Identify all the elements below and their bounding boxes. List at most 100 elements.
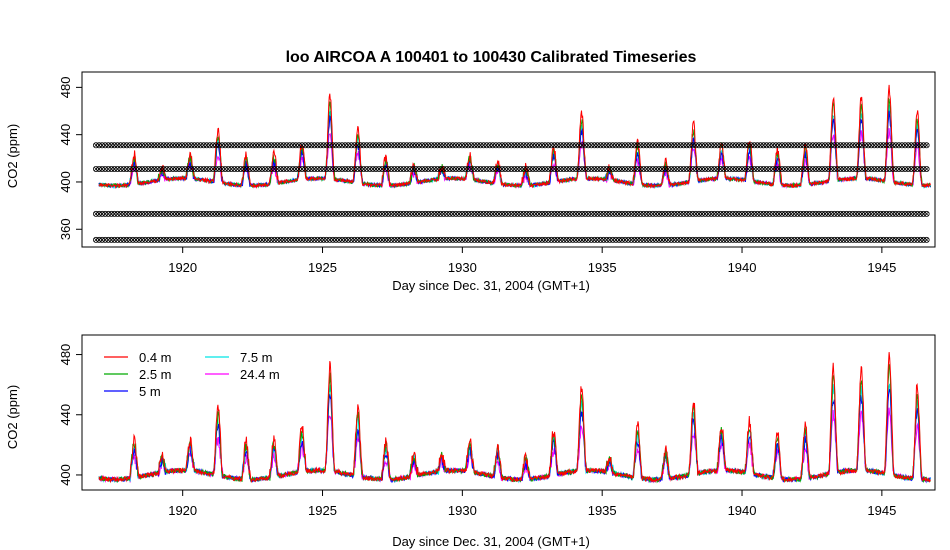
reference-marker <box>320 236 327 243</box>
reference-marker <box>354 210 361 217</box>
reference-marker <box>597 236 604 243</box>
reference-marker <box>480 142 487 149</box>
reference-marker <box>868 142 875 149</box>
reference-marker <box>249 210 256 217</box>
reference-marker <box>634 142 641 149</box>
reference-marker <box>572 210 579 217</box>
reference-marker <box>425 210 432 217</box>
reference-marker <box>228 236 235 243</box>
reference-marker <box>391 210 398 217</box>
reference-marker <box>566 142 573 149</box>
reference-marker <box>452 165 459 172</box>
reference-marker <box>622 210 629 217</box>
reference-marker <box>822 236 829 243</box>
reference-marker <box>348 210 355 217</box>
reference-marker <box>391 236 398 243</box>
reference-marker <box>145 165 152 172</box>
reference-marker <box>576 165 583 172</box>
reference-marker <box>572 165 579 172</box>
reference-marker <box>871 210 878 217</box>
reference-marker <box>388 236 395 243</box>
reference-marker <box>228 165 235 172</box>
reference-marker <box>671 236 678 243</box>
reference-marker <box>286 236 293 243</box>
reference-marker <box>237 236 244 243</box>
bottom-series-line <box>98 407 931 484</box>
reference-marker <box>739 165 746 172</box>
reference-marker <box>594 210 601 217</box>
reference-marker <box>163 165 170 172</box>
reference-marker <box>735 165 742 172</box>
reference-marker <box>246 236 253 243</box>
reference-marker <box>819 165 826 172</box>
reference-marker <box>871 236 878 243</box>
reference-marker <box>505 210 512 217</box>
reference-marker <box>203 210 210 217</box>
reference-marker <box>739 236 746 243</box>
reference-marker <box>302 165 309 172</box>
reference-marker <box>237 210 244 217</box>
reference-marker <box>295 142 302 149</box>
reference-marker <box>259 142 266 149</box>
reference-marker <box>886 142 893 149</box>
reference-marker <box>809 210 816 217</box>
bottom-y-tick-label: 400 <box>58 464 73 486</box>
reference-marker <box>388 210 395 217</box>
reference-marker <box>582 210 589 217</box>
reference-marker <box>440 165 447 172</box>
reference-marker <box>597 165 604 172</box>
reference-marker <box>545 165 552 172</box>
reference-marker <box>612 165 619 172</box>
reference-marker <box>609 165 616 172</box>
reference-marker <box>899 236 906 243</box>
reference-marker <box>883 142 890 149</box>
reference-marker <box>126 236 133 243</box>
reference-marker <box>791 142 798 149</box>
reference-marker <box>834 210 841 217</box>
reference-marker <box>348 142 355 149</box>
reference-marker <box>711 236 718 243</box>
reference-marker <box>846 142 853 149</box>
reference-marker <box>400 142 407 149</box>
reference-marker <box>892 210 899 217</box>
reference-marker <box>437 142 444 149</box>
reference-marker <box>686 236 693 243</box>
reference-marker <box>699 210 706 217</box>
reference-marker <box>126 142 133 149</box>
reference-marker <box>554 236 561 243</box>
reference-marker <box>219 165 226 172</box>
reference-marker <box>139 210 146 217</box>
reference-marker <box>640 210 647 217</box>
reference-marker <box>480 165 487 172</box>
reference-marker <box>662 165 669 172</box>
reference-marker-cross <box>924 211 929 217</box>
reference-marker <box>671 165 678 172</box>
reference-marker <box>880 165 887 172</box>
reference-marker <box>665 236 672 243</box>
reference-marker <box>99 142 106 149</box>
reference-marker <box>302 236 309 243</box>
reference-marker <box>692 165 699 172</box>
reference-marker <box>742 236 749 243</box>
reference-marker <box>286 210 293 217</box>
reference-marker <box>397 236 404 243</box>
top-x-tick-label: 1935 <box>588 260 617 275</box>
reference-marker <box>428 142 435 149</box>
reference-marker <box>619 165 626 172</box>
reference-marker <box>222 142 229 149</box>
reference-marker <box>809 165 816 172</box>
reference-marker <box>874 165 881 172</box>
reference-marker <box>726 236 733 243</box>
reference-marker <box>566 165 573 172</box>
reference-marker <box>886 210 893 217</box>
reference-marker <box>797 165 804 172</box>
reference-marker <box>431 236 438 243</box>
reference-marker <box>646 236 653 243</box>
reference-marker <box>142 210 149 217</box>
reference-marker <box>459 236 466 243</box>
reference-marker <box>489 142 496 149</box>
reference-marker <box>234 165 241 172</box>
reference-marker <box>868 165 875 172</box>
reference-marker <box>902 236 909 243</box>
reference-marker <box>255 165 262 172</box>
